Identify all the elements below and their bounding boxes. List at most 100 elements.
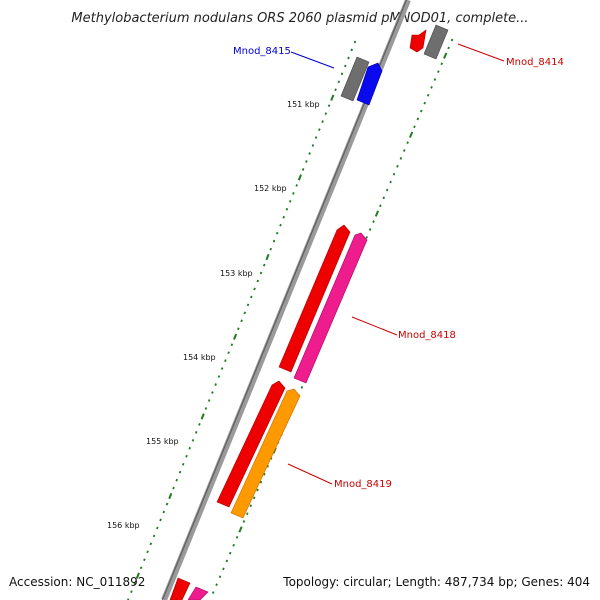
minor-tick-mark xyxy=(314,136,318,139)
minor-tick-mark xyxy=(259,271,263,275)
minor-tick-mark xyxy=(235,535,239,539)
tick-label-152kbp: 152 kbp xyxy=(254,184,287,193)
minor-tick-mark xyxy=(327,104,331,108)
gene-mnod-8415[interactable] xyxy=(356,62,383,106)
minor-tick-mark xyxy=(146,550,149,554)
minor-tick-mark xyxy=(249,504,253,508)
leader-line-mnod-8414 xyxy=(457,43,505,62)
gene-label-mnod-8419[interactable]: Mnod_8419 xyxy=(334,479,392,490)
minor-tick-mark xyxy=(433,78,437,81)
minor-tick-mark xyxy=(228,551,232,555)
gene-label-mnod-8415[interactable]: Mnod_8415 xyxy=(233,46,291,57)
minor-tick-mark xyxy=(402,149,406,152)
minor-tick-mark xyxy=(368,228,372,231)
minor-tick-mark xyxy=(246,303,250,307)
minor-tick-mark xyxy=(344,64,347,68)
minor-tick-mark xyxy=(198,423,201,426)
tick-label-154kbp: 154 kbp xyxy=(183,353,216,362)
tick-label-156kbp: 156 kbp xyxy=(107,521,140,530)
leader-line-mnod-8418 xyxy=(351,316,398,336)
gene-red-near-mnod-8419[interactable] xyxy=(216,380,286,508)
minor-tick-mark xyxy=(175,478,179,482)
gene-features xyxy=(169,24,449,600)
minor-tick-mark xyxy=(222,567,225,571)
minor-tick-mark xyxy=(263,472,266,476)
minor-tick-mark xyxy=(399,157,403,160)
leader-line-mnod-8419 xyxy=(287,463,333,485)
gene-label-mnod-8414[interactable]: Mnod_8414 xyxy=(506,57,564,68)
minor-tick-mark xyxy=(311,144,315,147)
minor-tick-mark xyxy=(340,72,344,76)
minor-tick-mark xyxy=(420,109,423,113)
minor-tick-mark xyxy=(262,263,266,267)
minor-tick-mark xyxy=(237,327,240,331)
minor-tick-mark xyxy=(225,559,229,563)
minor-tick-mark xyxy=(308,152,311,155)
minor-tick-mark xyxy=(220,367,224,370)
major-tick-mark xyxy=(168,492,173,500)
minor-tick-mark xyxy=(152,534,156,538)
minor-tick-mark xyxy=(218,575,222,579)
gene-mnod-8414-red[interactable] xyxy=(409,29,427,53)
minor-tick-mark xyxy=(301,168,305,171)
minor-tick-mark xyxy=(214,383,217,386)
minor-tick-mark xyxy=(165,502,169,506)
major-tick-mark xyxy=(443,52,448,59)
minor-tick-mark xyxy=(266,464,270,468)
minor-tick-mark xyxy=(243,311,247,315)
minor-tick-mark xyxy=(282,215,285,219)
minor-tick-mark xyxy=(379,204,382,208)
major-tick-mark xyxy=(374,210,380,217)
minor-tick-mark xyxy=(285,207,289,211)
gene-mnod-8414[interactable] xyxy=(423,24,449,60)
major-tick-mark xyxy=(408,131,414,138)
minor-tick-mark xyxy=(350,48,354,52)
minor-tick-mark xyxy=(416,117,420,121)
minor-tick-mark xyxy=(423,101,426,105)
minor-tick-mark xyxy=(259,480,263,484)
minor-tick-mark xyxy=(230,343,234,347)
minor-tick-mark xyxy=(430,86,433,89)
minor-tick-mark xyxy=(347,56,350,60)
minor-tick-mark xyxy=(207,399,211,402)
minor-tick-mark xyxy=(353,40,357,44)
minor-tick-mark xyxy=(334,88,337,92)
leader-line-mnod-8415 xyxy=(290,51,335,69)
gene-red-near-mnod-8418[interactable] xyxy=(278,224,351,373)
minor-tick-mark xyxy=(413,125,416,129)
minor-tick-mark xyxy=(385,188,389,192)
gene-mnod-8418[interactable] xyxy=(293,232,368,384)
minor-tick-mark xyxy=(396,164,399,168)
minor-tick-mark xyxy=(143,558,146,562)
minor-tick-mark xyxy=(365,236,368,239)
major-tick-mark xyxy=(265,253,270,261)
minor-tick-mark xyxy=(253,287,256,291)
minor-tick-mark xyxy=(406,141,409,144)
gene-bottom-pink[interactable] xyxy=(187,586,209,600)
minor-tick-mark xyxy=(185,454,188,458)
major-tick-mark xyxy=(135,572,140,579)
minor-tick-mark xyxy=(217,375,221,378)
minor-tick-mark xyxy=(372,220,375,223)
accession-text: Accession: NC_011892 xyxy=(9,575,145,589)
tick-row-outer xyxy=(126,40,357,600)
minor-tick-mark xyxy=(188,446,191,450)
gene-mnod-8419[interactable] xyxy=(230,388,301,519)
minor-tick-mark xyxy=(224,359,227,363)
tick-label-153kbp: 153 kbp xyxy=(220,269,253,278)
minor-tick-mark xyxy=(295,184,298,187)
major-tick-mark xyxy=(200,413,205,420)
gene-gray-near-mnod-8415[interactable] xyxy=(340,56,370,102)
minor-tick-mark xyxy=(337,80,341,84)
minor-tick-mark xyxy=(250,295,253,299)
gene-bottom-red[interactable] xyxy=(169,577,191,600)
minor-tick-mark xyxy=(321,120,324,124)
gene-label-mnod-8418[interactable]: Mnod_8418 xyxy=(398,330,456,341)
minor-tick-mark xyxy=(292,191,295,195)
major-tick-mark xyxy=(238,526,243,533)
minor-tick-mark xyxy=(440,62,444,66)
minor-tick-mark xyxy=(279,223,282,227)
minor-tick-mark xyxy=(133,582,136,586)
minor-tick-mark xyxy=(232,543,235,547)
minor-tick-mark xyxy=(159,518,162,522)
